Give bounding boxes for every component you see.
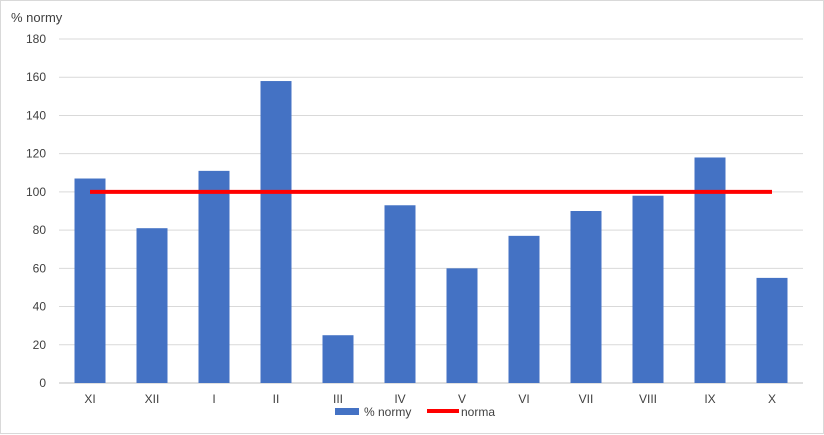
- y-tick-label: 120: [26, 147, 46, 161]
- bar: [756, 277, 788, 383]
- x-tick-label: III: [333, 392, 343, 406]
- bar: [632, 195, 664, 383]
- y-tick-label: 20: [33, 338, 47, 352]
- bar: [384, 205, 416, 383]
- bar-series: [74, 81, 788, 384]
- bar: [508, 235, 540, 383]
- x-tick-label: V: [458, 392, 466, 406]
- x-tick-label: VIII: [639, 392, 657, 406]
- bar: [322, 335, 354, 383]
- legend-label-line: norma: [461, 405, 495, 419]
- y-tick-label: 60: [33, 261, 47, 275]
- legend-swatch-bar: [335, 408, 359, 415]
- y-tick-label: 40: [33, 300, 47, 314]
- y-tick-labels: 0 20 40 60 80 100 120 140 160 180: [26, 32, 46, 390]
- legend-label-bar: % normy: [364, 405, 411, 419]
- y-axis-title: % normy: [11, 10, 63, 25]
- y-tick-label: 80: [33, 223, 47, 237]
- x-tick-label: VI: [518, 392, 529, 406]
- bar: [136, 228, 168, 383]
- y-tick-label: 100: [26, 185, 46, 199]
- x-tick-label: II: [273, 392, 280, 406]
- bar: [694, 157, 726, 383]
- x-tick-label: VII: [579, 392, 594, 406]
- bar: [570, 211, 602, 383]
- legend: % normy norma: [335, 405, 495, 419]
- x-tick-label: IX: [704, 392, 715, 406]
- x-tick-label: XII: [145, 392, 160, 406]
- x-tick-labels: XI XII I II III IV V VI VII VIII IX X: [84, 392, 776, 406]
- bar: [74, 178, 106, 383]
- x-tick-label: X: [768, 392, 776, 406]
- x-tick-label: XI: [84, 392, 95, 406]
- x-tick-label: I: [212, 392, 215, 406]
- y-tick-label: 0: [39, 376, 46, 390]
- bar: [198, 170, 230, 383]
- x-tick-label: IV: [394, 392, 405, 406]
- bar: [260, 81, 292, 384]
- y-tick-label: 140: [26, 108, 46, 122]
- grid-lines: [59, 38, 803, 384]
- y-tick-label: 180: [26, 32, 46, 46]
- y-tick-label: 160: [26, 70, 46, 84]
- bar: [446, 268, 478, 383]
